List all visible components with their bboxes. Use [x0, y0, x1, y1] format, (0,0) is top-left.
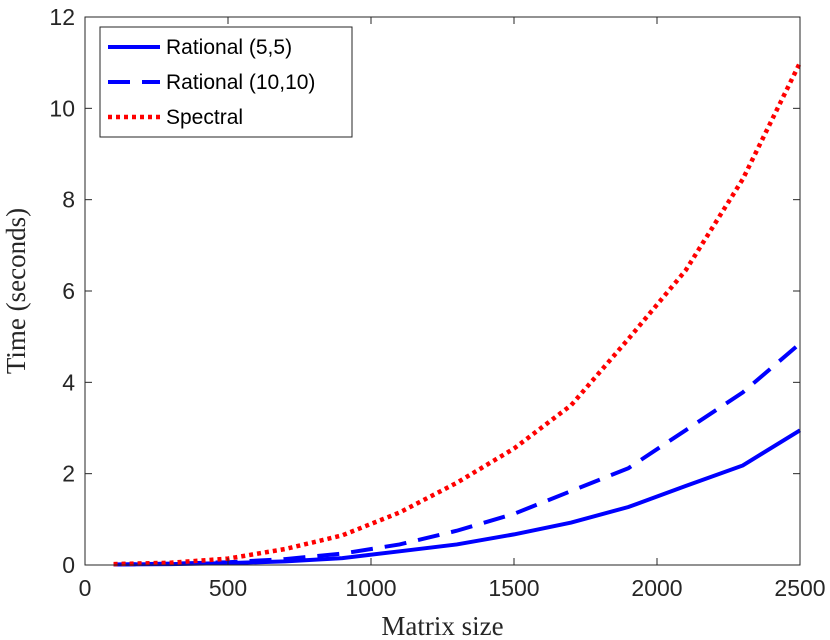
- x-tick-label: 2500: [774, 575, 825, 601]
- series-layer: [113, 61, 803, 567]
- legend-label-2: Rational (10,10): [166, 71, 315, 94]
- x-tick-label: 500: [209, 575, 247, 601]
- ticks-layer: 0 500 1000 1500 2000 2500 0 2 4 6 8 10 12: [49, 4, 825, 601]
- x-axis-label: Matrix size: [381, 611, 503, 640]
- series-line-3: [113, 61, 803, 567]
- legend-label-1: Rational (5,5): [166, 36, 292, 59]
- y-tick-label: 12: [49, 4, 75, 30]
- y-tick-label: 4: [62, 369, 75, 395]
- y-tick-label: 10: [49, 95, 75, 121]
- y-tick-label: 6: [62, 278, 75, 304]
- legend-label-3: Spectral: [166, 106, 243, 129]
- y-tick-label: 8: [62, 187, 75, 213]
- y-tick-label: 2: [62, 461, 75, 487]
- y-axis-label: Time (seconds): [1, 208, 31, 374]
- x-tick-label: 2000: [631, 575, 682, 601]
- legend: Rational (5,5) Rational (10,10) Spectral: [99, 26, 353, 138]
- x-tick-label: 0: [79, 575, 92, 601]
- series-line-1: [113, 428, 802, 567]
- series-line-2: [113, 341, 802, 567]
- x-tick-label: 1500: [488, 575, 539, 601]
- y-tick-label: 0: [62, 552, 75, 578]
- x-tick-label: 1000: [345, 575, 396, 601]
